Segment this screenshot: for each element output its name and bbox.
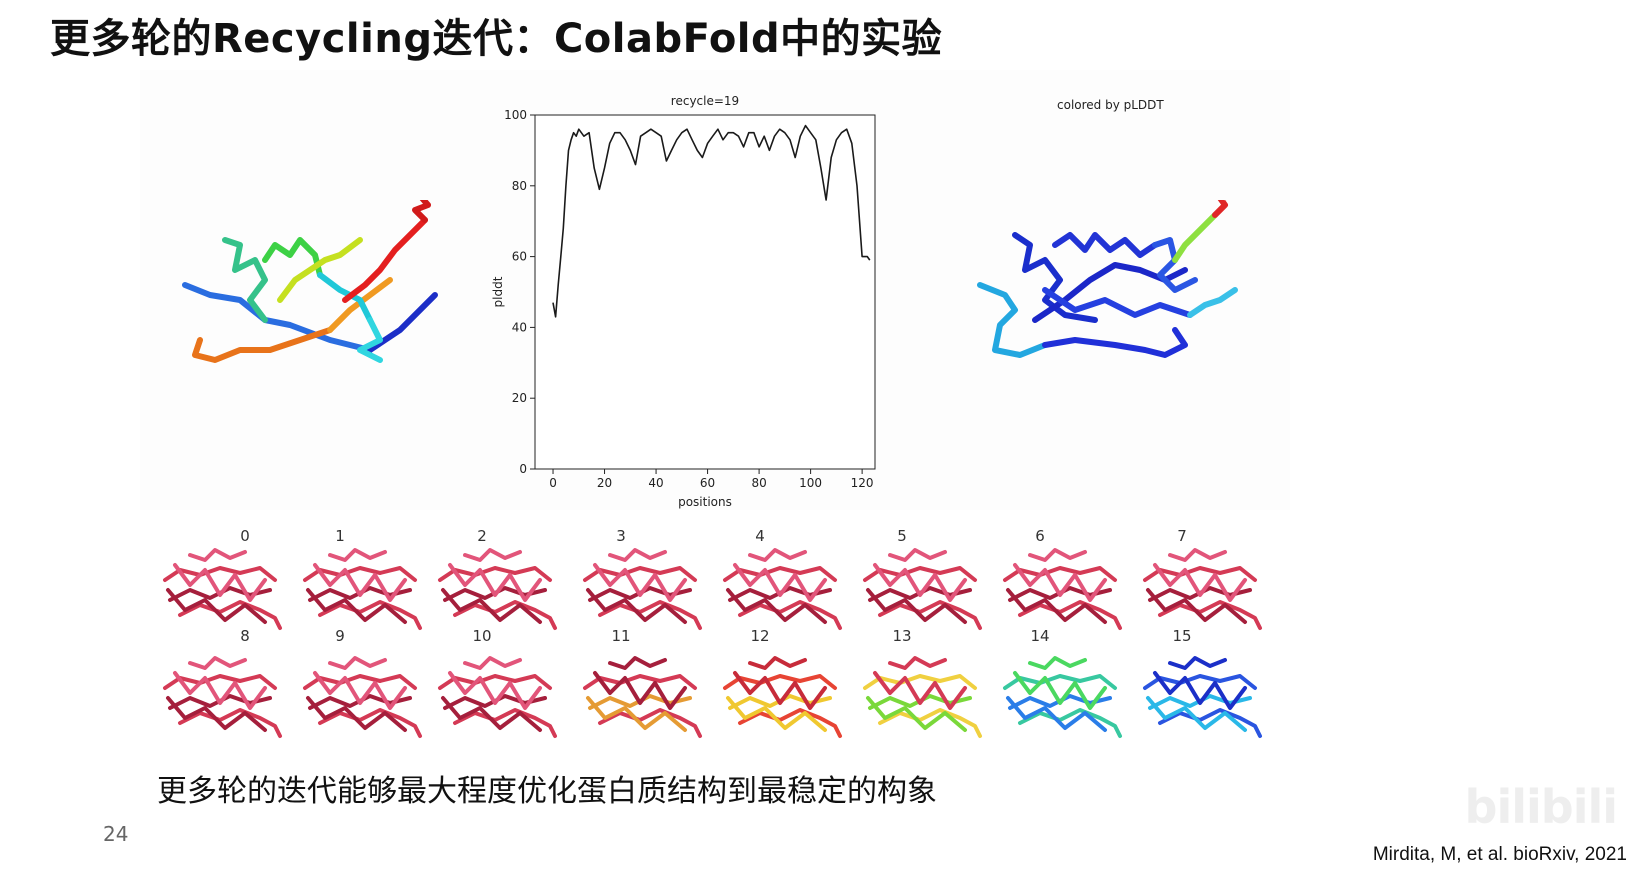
y-tick-label: 60 (512, 250, 527, 264)
y-tick-label: 0 (519, 462, 527, 476)
x-tick-label: 120 (851, 476, 874, 490)
bilibili-watermark-logo: bilibili (1464, 780, 1618, 834)
x-tick-label: 100 (799, 476, 822, 490)
recycle-structure-thumbnail (1003, 656, 1122, 738)
x-tick-label: 80 (751, 476, 766, 490)
y-tick-label: 100 (504, 108, 527, 122)
recycle-thumbnail-label: 10 (472, 627, 492, 645)
recycle-thumbnail-label: 9 (335, 627, 345, 645)
y-axis-label: plddt (491, 276, 505, 307)
chart-title: recycle=19 (671, 94, 739, 108)
x-tick-label: 40 (648, 476, 663, 490)
y-tick-label: 40 (512, 320, 527, 334)
recycle-thumbnail-label: 14 (1030, 627, 1050, 645)
recycle-thumbnail-label: 13 (892, 627, 912, 645)
recycle-structure-thumbnail (1003, 548, 1122, 630)
y-tick-label: 80 (512, 179, 527, 193)
y-axis: 0 20 40 60 80 100 (504, 108, 535, 476)
recycle-thumbnail-label: 6 (1035, 527, 1045, 545)
recycle-structure-thumbnail (583, 656, 702, 738)
recycle-structure-thumbnail (723, 548, 842, 630)
page-number: 24 (103, 822, 129, 846)
protein-structure-plddt (977, 200, 1238, 358)
recycle-thumbnail-label: 15 (1172, 627, 1192, 645)
plot-area (534, 114, 876, 470)
recycle-structure-thumbnail (163, 656, 282, 738)
recycle-thumbnail-label: 7 (1177, 527, 1187, 545)
x-axis-label: positions (678, 495, 732, 509)
x-axis: 0 20 40 60 80 100 120 (549, 469, 874, 490)
recycle-thumbnail-label: 0 (240, 527, 250, 545)
slide-title: 更多轮的Recycling迭代：ColabFold中的实验 (50, 16, 943, 62)
recycle-structure-thumbnail (303, 548, 422, 630)
x-tick-label: 0 (549, 476, 557, 490)
recycle-structure-thumbnail (438, 548, 557, 630)
recycle-structure-thumbnail (1143, 656, 1262, 738)
slide-caption: 更多轮的迭代能够最大程度优化蛋白质结构到最稳定的构象 (157, 774, 937, 809)
recycle-thumbnail-label: 5 (897, 527, 907, 545)
plddt-series-line (552, 124, 871, 318)
recycle-structure-thumbnail (303, 656, 422, 738)
recycle-structure-thumbnail (438, 656, 557, 738)
recycle-thumbnail-label: 8 (240, 627, 250, 645)
recycle-structure-thumbnail (583, 548, 702, 630)
y-tick-label: 20 (512, 391, 527, 405)
recycle-thumbnail-label: 1 (335, 527, 345, 545)
x-tick-label: 20 (597, 476, 612, 490)
protein-structure-rainbow (182, 200, 438, 363)
recycle-thumbnail-label: 2 (477, 527, 487, 545)
colored-by-plddt-label: colored by pLDDT (1057, 98, 1164, 112)
recycle-structure-thumbnail (863, 656, 982, 738)
recycle-structure-thumbnail (1143, 548, 1262, 630)
recycle-structure-thumbnail (163, 548, 282, 630)
x-tick-label: 60 (700, 476, 715, 490)
recycle-thumbnail-label: 3 (616, 527, 626, 545)
citation: Mirdita, M, et al. bioRxiv, 2021 (1372, 844, 1627, 865)
recycle-thumbnail-label: 12 (750, 627, 770, 645)
recycle-structure-thumbnail (863, 548, 982, 630)
recycle-structure-thumbnail (723, 656, 842, 738)
recycle-thumbnail-label: 4 (755, 527, 765, 545)
recycle-thumbnail-label: 11 (611, 627, 631, 645)
